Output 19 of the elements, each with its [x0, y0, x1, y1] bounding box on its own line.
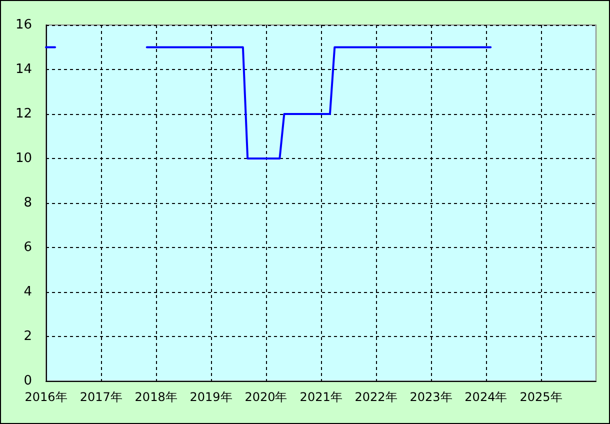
y-tick-label: 16: [15, 18, 32, 32]
y-tick-label: 2: [24, 329, 32, 344]
x-tick-label: 2016年: [24, 390, 68, 404]
x-tick-label: 2023年: [410, 390, 452, 404]
y-tick-label: 6: [24, 240, 32, 255]
x-tick-label: 2019年: [190, 390, 232, 404]
x-tick-label: 2017年: [80, 390, 122, 404]
y-tick-label: 14: [15, 62, 32, 77]
x-tick-label: 2018年: [134, 390, 178, 404]
x-tick-label: 2022年: [354, 390, 398, 404]
y-tick-label: 4: [24, 284, 32, 300]
x-tick-label: 2021年: [300, 390, 342, 404]
x-tick-label: 2025年: [520, 390, 562, 404]
y-tick-label: 10: [15, 151, 32, 166]
x-tick-label: 2020年: [244, 390, 288, 404]
y-tick-label: 0: [24, 374, 32, 388]
y-tick-label: 12: [15, 106, 32, 122]
y-tick-label: 8: [24, 196, 32, 210]
x-tick-label: 2024年: [464, 390, 508, 404]
